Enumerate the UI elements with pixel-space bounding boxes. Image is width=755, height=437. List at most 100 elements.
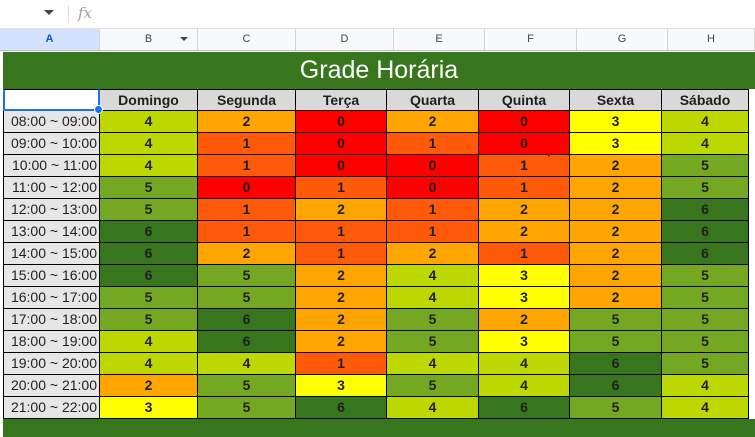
- value-cell[interactable]: 2: [570, 199, 662, 221]
- day-header-1[interactable]: Domingo: [100, 89, 198, 111]
- value-cell[interactable]: 5: [100, 287, 198, 309]
- time-slot-cell[interactable]: 16:00 ~ 17:00: [3, 287, 100, 309]
- value-cell[interactable]: 2: [198, 243, 296, 265]
- value-cell[interactable]: 1: [198, 199, 296, 221]
- fill-handle[interactable]: [94, 105, 103, 114]
- value-cell[interactable]: 3: [100, 397, 198, 419]
- column-header-f[interactable]: F: [485, 29, 577, 50]
- value-cell[interactable]: 6: [570, 375, 662, 397]
- value-cell[interactable]: 2: [570, 177, 662, 199]
- column-header-d[interactable]: D: [296, 29, 394, 50]
- selected-cell-a2[interactable]: [3, 89, 103, 114]
- value-cell[interactable]: 1: [296, 177, 387, 199]
- column-header-b[interactable]: B: [100, 29, 198, 50]
- value-cell[interactable]: 5: [198, 397, 296, 419]
- value-cell[interactable]: 2: [479, 199, 570, 221]
- value-cell[interactable]: 2: [296, 265, 387, 287]
- value-cell[interactable]: 4: [100, 331, 198, 353]
- value-cell[interactable]: 5: [662, 331, 749, 353]
- value-cell[interactable]: 4: [387, 265, 479, 287]
- value-cell[interactable]: 0: [479, 111, 570, 133]
- value-cell[interactable]: 3: [479, 265, 570, 287]
- value-cell[interactable]: 1: [296, 243, 387, 265]
- value-cell[interactable]: 6: [570, 353, 662, 375]
- value-cell[interactable]: 2: [570, 287, 662, 309]
- column-header-a[interactable]: A: [0, 29, 100, 50]
- name-box-dropdown-icon[interactable]: [44, 10, 54, 15]
- value-cell[interactable]: 2: [296, 199, 387, 221]
- value-cell[interactable]: 1: [479, 155, 570, 177]
- value-cell[interactable]: 6: [100, 243, 198, 265]
- column-filter-dropdown-icon[interactable]: [180, 37, 188, 41]
- value-cell[interactable]: 1: [198, 155, 296, 177]
- value-cell[interactable]: 4: [479, 375, 570, 397]
- value-cell[interactable]: 5: [198, 265, 296, 287]
- time-slot-cell[interactable]: 18:00 ~ 19:00: [3, 331, 100, 353]
- value-cell[interactable]: 5: [662, 177, 749, 199]
- value-cell[interactable]: 1: [387, 221, 479, 243]
- column-header-c[interactable]: C: [198, 29, 296, 50]
- value-cell[interactable]: 0: [296, 111, 387, 133]
- value-cell[interactable]: 2: [479, 309, 570, 331]
- time-slot-cell[interactable]: 20:00 ~ 21:00: [3, 375, 100, 397]
- value-cell[interactable]: 0: [296, 133, 387, 155]
- value-cell[interactable]: 5: [100, 177, 198, 199]
- value-cell[interactable]: 2: [296, 331, 387, 353]
- value-cell[interactable]: 5: [662, 287, 749, 309]
- column-header-h[interactable]: H: [668, 29, 755, 50]
- value-cell[interactable]: 5: [570, 309, 662, 331]
- day-header-2[interactable]: Segunda: [198, 89, 296, 111]
- value-cell[interactable]: 5: [100, 309, 198, 331]
- day-header-3[interactable]: Terça: [296, 89, 387, 111]
- value-cell[interactable]: 2: [570, 243, 662, 265]
- day-header-4[interactable]: Quarta: [387, 89, 479, 111]
- time-slot-cell[interactable]: 14:00 ~ 15:00: [3, 243, 100, 265]
- value-cell[interactable]: 0: [479, 133, 570, 155]
- value-cell[interactable]: 6: [100, 265, 198, 287]
- value-cell[interactable]: 1: [296, 221, 387, 243]
- day-header-7[interactable]: Sábado: [662, 89, 749, 111]
- day-header-6[interactable]: Sexta: [570, 89, 662, 111]
- value-cell[interactable]: 0: [198, 177, 296, 199]
- time-slot-cell[interactable]: 21:00 ~ 22:00: [3, 397, 100, 419]
- value-cell[interactable]: 5: [662, 265, 749, 287]
- value-cell[interactable]: 2: [570, 221, 662, 243]
- value-cell[interactable]: 4: [387, 353, 479, 375]
- value-cell[interactable]: 5: [198, 375, 296, 397]
- value-cell[interactable]: 4: [662, 111, 749, 133]
- value-cell[interactable]: 4: [100, 111, 198, 133]
- time-slot-cell[interactable]: 19:00 ~ 20:00: [3, 353, 100, 375]
- value-cell[interactable]: 2: [570, 265, 662, 287]
- value-cell[interactable]: 2: [570, 155, 662, 177]
- value-cell[interactable]: 4: [662, 375, 749, 397]
- value-cell[interactable]: 0: [387, 155, 479, 177]
- value-cell[interactable]: 1: [387, 199, 479, 221]
- value-cell[interactable]: 2: [387, 243, 479, 265]
- value-cell[interactable]: 1: [387, 133, 479, 155]
- value-cell[interactable]: 2: [296, 309, 387, 331]
- value-cell[interactable]: 4: [479, 353, 570, 375]
- value-cell[interactable]: 5: [100, 199, 198, 221]
- sheet-title[interactable]: Grade Horária: [3, 52, 755, 89]
- value-cell[interactable]: 5: [387, 375, 479, 397]
- value-cell[interactable]: 1: [479, 177, 570, 199]
- value-cell[interactable]: 2: [198, 111, 296, 133]
- comment-marker-icon[interactable]: [546, 153, 552, 157]
- value-cell[interactable]: 2: [479, 221, 570, 243]
- day-header-5[interactable]: Quinta: [479, 89, 570, 111]
- column-header-e[interactable]: E: [394, 29, 485, 50]
- value-cell[interactable]: 4: [198, 353, 296, 375]
- time-slot-cell[interactable]: 15:00 ~ 16:00: [3, 265, 100, 287]
- value-cell[interactable]: 0: [296, 155, 387, 177]
- value-cell[interactable]: 5: [662, 155, 749, 177]
- value-cell[interactable]: 1: [198, 133, 296, 155]
- value-cell[interactable]: 4: [662, 397, 749, 419]
- value-cell[interactable]: 3: [570, 133, 662, 155]
- time-slot-cell[interactable]: 09:00 ~ 10:00: [3, 133, 100, 155]
- time-slot-cell[interactable]: 17:00 ~ 18:00: [3, 309, 100, 331]
- value-cell[interactable]: 6: [198, 331, 296, 353]
- value-cell[interactable]: 4: [387, 397, 479, 419]
- value-cell[interactable]: 4: [100, 155, 198, 177]
- value-cell[interactable]: 6: [479, 397, 570, 419]
- value-cell[interactable]: 5: [198, 287, 296, 309]
